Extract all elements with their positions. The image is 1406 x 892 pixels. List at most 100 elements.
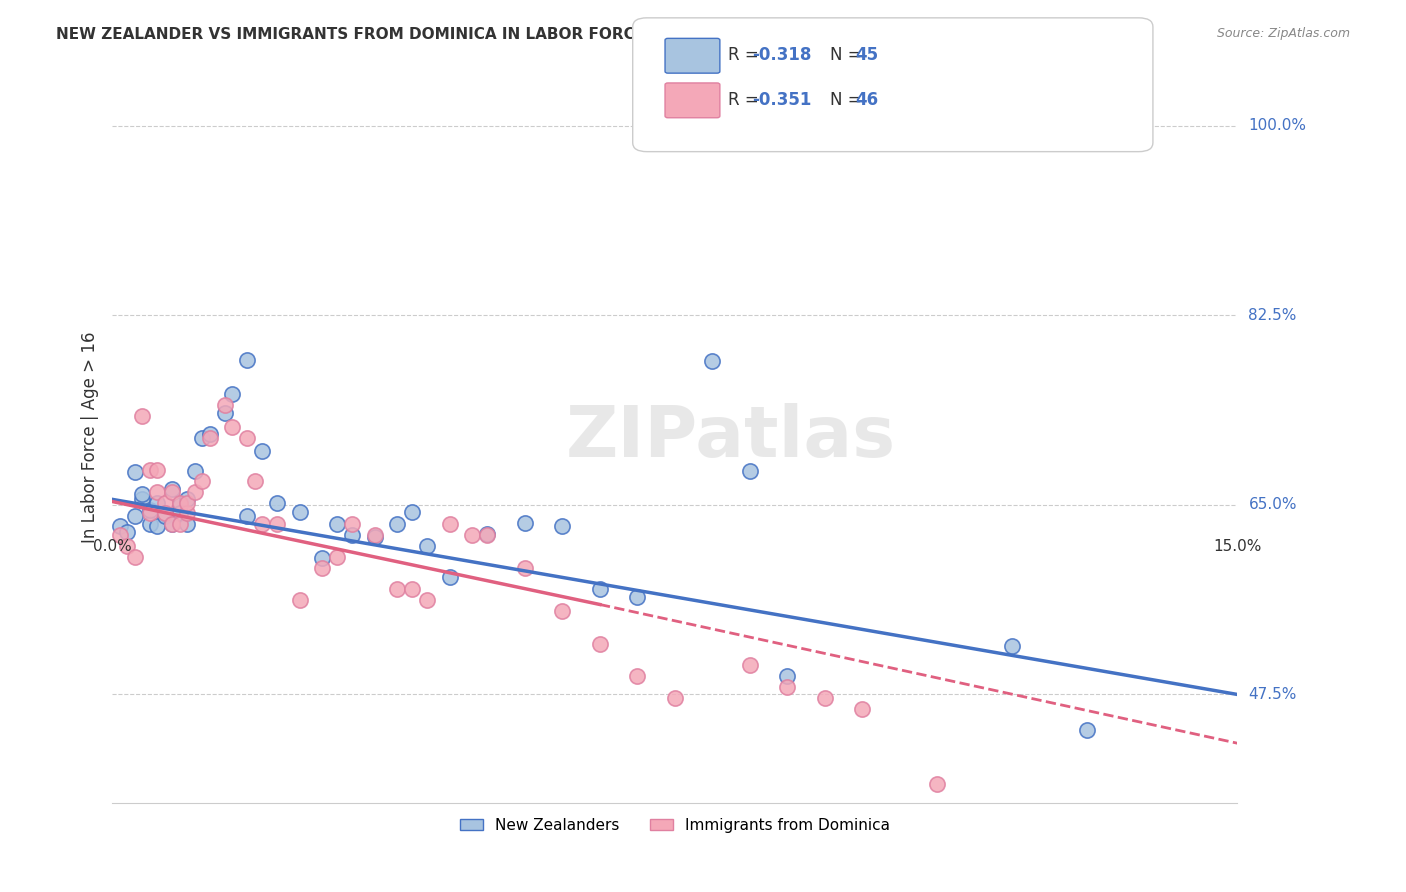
Immigrants from Dominica — [236, 431, 259, 445]
Immigrants from Dominica — [214, 398, 236, 412]
New Zealanders — [162, 517, 184, 532]
Text: N =: N = — [830, 46, 866, 64]
Immigrants from Dominica — [108, 528, 131, 542]
New Zealanders — [626, 590, 648, 604]
Text: R =: R = — [728, 46, 765, 64]
New Zealanders — [236, 508, 259, 523]
New Zealanders — [117, 524, 139, 539]
Immigrants from Dominica — [311, 560, 333, 574]
New Zealanders — [221, 387, 243, 401]
Immigrants from Dominica — [162, 484, 184, 499]
Immigrants from Dominica — [589, 636, 612, 650]
New Zealanders — [108, 519, 131, 533]
Immigrants from Dominica — [326, 549, 349, 564]
New Zealanders — [198, 427, 221, 442]
Text: N =: N = — [830, 91, 866, 109]
Immigrants from Dominica — [851, 701, 873, 715]
Immigrants from Dominica — [776, 680, 799, 694]
Immigrants from Dominica — [664, 690, 686, 705]
New Zealanders — [139, 503, 162, 517]
Legend: New Zealanders, Immigrants from Dominica: New Zealanders, Immigrants from Dominica — [454, 812, 896, 839]
Immigrants from Dominica — [416, 593, 439, 607]
Immigrants from Dominica — [169, 495, 191, 509]
New Zealanders — [146, 495, 169, 509]
New Zealanders — [776, 669, 799, 683]
New Zealanders — [146, 519, 169, 533]
New Zealanders — [191, 431, 214, 445]
New Zealanders — [266, 495, 288, 509]
New Zealanders — [214, 406, 236, 420]
Immigrants from Dominica — [198, 431, 221, 445]
Immigrants from Dominica — [551, 604, 574, 618]
Text: R =: R = — [728, 91, 765, 109]
New Zealanders — [252, 443, 274, 458]
Immigrants from Dominica — [176, 507, 198, 521]
New Zealanders — [184, 464, 207, 478]
Immigrants from Dominica — [169, 517, 191, 532]
Immigrants from Dominica — [153, 507, 176, 521]
Immigrants from Dominica — [927, 777, 949, 791]
New Zealanders — [364, 530, 387, 544]
Text: 15.0%: 15.0% — [1213, 540, 1261, 555]
New Zealanders — [176, 517, 198, 532]
Immigrants from Dominica — [176, 495, 198, 509]
New Zealanders — [342, 528, 364, 542]
New Zealanders — [288, 505, 311, 519]
Text: ZIPatlas: ZIPatlas — [567, 402, 896, 472]
Immigrants from Dominica — [131, 409, 153, 423]
New Zealanders — [124, 508, 146, 523]
New Zealanders — [176, 492, 198, 507]
Immigrants from Dominica — [139, 507, 162, 521]
Text: 0.0%: 0.0% — [93, 540, 132, 555]
Immigrants from Dominica — [288, 593, 311, 607]
Immigrants from Dominica — [117, 539, 139, 553]
New Zealanders — [169, 507, 191, 521]
Text: 46: 46 — [855, 91, 877, 109]
Y-axis label: In Labor Force | Age > 16: In Labor Force | Age > 16 — [80, 331, 98, 543]
Text: 45: 45 — [855, 46, 877, 64]
New Zealanders — [236, 352, 259, 367]
New Zealanders — [477, 527, 499, 541]
Immigrants from Dominica — [146, 484, 169, 499]
Immigrants from Dominica — [477, 528, 499, 542]
Immigrants from Dominica — [243, 474, 266, 488]
New Zealanders — [551, 519, 574, 533]
Immigrants from Dominica — [387, 582, 409, 597]
Immigrants from Dominica — [153, 495, 176, 509]
New Zealanders — [311, 550, 333, 565]
Immigrants from Dominica — [513, 560, 536, 574]
New Zealanders — [702, 353, 724, 368]
Immigrants from Dominica — [184, 484, 207, 499]
Text: 82.5%: 82.5% — [1249, 308, 1296, 323]
Immigrants from Dominica — [191, 474, 214, 488]
New Zealanders — [401, 505, 423, 519]
New Zealanders — [589, 582, 612, 597]
Immigrants from Dominica — [461, 528, 484, 542]
Immigrants from Dominica — [738, 658, 761, 673]
New Zealanders — [139, 517, 162, 532]
Text: -0.351: -0.351 — [752, 91, 811, 109]
New Zealanders — [1001, 639, 1024, 653]
New Zealanders — [131, 492, 153, 507]
New Zealanders — [1076, 723, 1098, 738]
New Zealanders — [169, 498, 191, 512]
Immigrants from Dominica — [221, 419, 243, 434]
Immigrants from Dominica — [814, 690, 837, 705]
New Zealanders — [513, 516, 536, 531]
Immigrants from Dominica — [139, 463, 162, 477]
New Zealanders — [124, 465, 146, 479]
Text: 65.0%: 65.0% — [1249, 498, 1296, 512]
Immigrants from Dominica — [162, 517, 184, 532]
Immigrants from Dominica — [252, 517, 274, 532]
New Zealanders — [387, 517, 409, 532]
New Zealanders — [131, 487, 153, 501]
Immigrants from Dominica — [626, 669, 648, 683]
Immigrants from Dominica — [146, 463, 169, 477]
Immigrants from Dominica — [439, 517, 461, 532]
New Zealanders — [439, 570, 461, 584]
Immigrants from Dominica — [342, 517, 364, 532]
Immigrants from Dominica — [364, 528, 387, 542]
New Zealanders — [416, 539, 439, 553]
Immigrants from Dominica — [124, 549, 146, 564]
New Zealanders — [162, 482, 184, 496]
